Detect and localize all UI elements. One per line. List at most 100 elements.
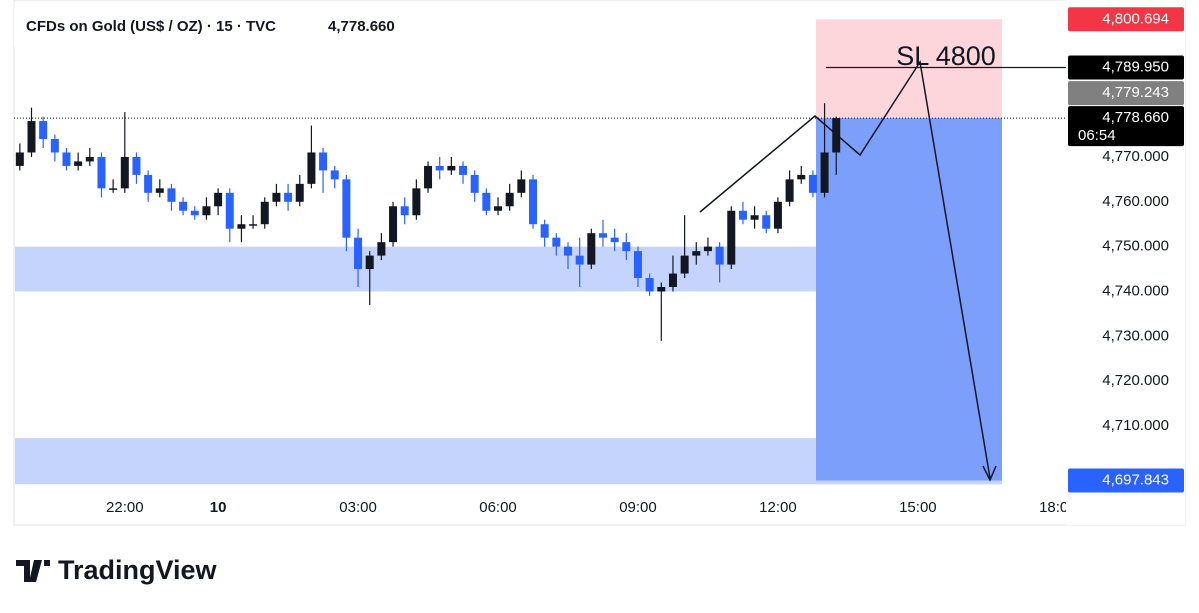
chart-title: CFDs on Gold (US$ / OZ) · 15 · TVC — [26, 18, 276, 35]
x-tick-label: 09:00 — [619, 499, 657, 516]
annotation: SL 4800 — [896, 41, 996, 71]
price-tag — [1068, 55, 1184, 80]
candle-body — [295, 183, 304, 202]
candle-body — [517, 179, 526, 193]
candle-body — [214, 192, 223, 207]
candle-body — [272, 192, 281, 202]
candle-body — [190, 210, 199, 216]
candle-body — [575, 255, 584, 265]
candle-body — [773, 201, 782, 229]
candle-body — [27, 121, 36, 153]
y-tick-label: 4,740.000 — [1102, 282, 1169, 299]
candle-body — [365, 255, 374, 270]
candle-body — [540, 224, 549, 238]
candle-body — [610, 237, 619, 243]
y-tick-label: 4,770.000 — [1102, 148, 1169, 165]
candle-body — [62, 152, 71, 166]
candle-body — [85, 156, 94, 162]
brand: TradingView — [58, 555, 218, 585]
candle-body — [633, 251, 642, 279]
candle-body — [74, 161, 83, 166]
y-tick-label: 4,730.000 — [1102, 327, 1169, 344]
candle-body — [668, 273, 677, 287]
candle-body — [598, 233, 607, 238]
candle-body — [260, 201, 269, 225]
candle-body — [435, 165, 444, 171]
price-tag-label: 4,778.660 — [1102, 109, 1169, 126]
drawing — [699, 59, 997, 482]
price-tag — [1068, 7, 1184, 32]
candle-body — [808, 174, 817, 193]
candle-body — [703, 246, 712, 252]
candle-body — [622, 242, 631, 252]
candle-body — [109, 188, 118, 190]
candle-body — [330, 170, 339, 180]
candle-body — [412, 188, 421, 216]
candle-body — [820, 152, 829, 193]
candle-body — [377, 242, 386, 256]
candle-body — [39, 121, 48, 140]
x-tick-label: 06:00 — [479, 499, 517, 516]
countdown: 06:54 — [1078, 127, 1116, 144]
stop-zone — [816, 19, 1002, 119]
candle-body — [692, 251, 701, 256]
candle-body — [563, 246, 572, 256]
y-tick-label: 4,720.000 — [1102, 372, 1169, 389]
candle-body — [552, 237, 561, 247]
y-tick-label: 4,760.000 — [1102, 193, 1169, 210]
candle-body — [237, 224, 246, 229]
candle-body — [179, 201, 188, 211]
candle-body — [144, 174, 153, 193]
candle-body — [738, 210, 747, 220]
price-tag — [1068, 106, 1184, 147]
candle-body — [494, 206, 503, 211]
candle-body — [400, 206, 409, 216]
candle-body — [284, 192, 293, 202]
candle-body — [319, 152, 328, 171]
candle-body — [354, 237, 363, 270]
candle-body — [225, 192, 234, 229]
candle-body — [797, 174, 806, 180]
candle-body — [307, 152, 316, 184]
candle-body — [155, 188, 164, 193]
price-tag-label: 4,789.950 — [1102, 58, 1169, 75]
candle-body — [529, 179, 538, 225]
x-tick-label: 10 — [210, 499, 227, 516]
x-tick-label: 22:00 — [106, 499, 144, 516]
candle-body — [785, 179, 794, 202]
x-tick-label: 03:00 — [339, 499, 377, 516]
candle-body — [715, 246, 724, 265]
y-tick-label: 4,750.000 — [1102, 238, 1169, 255]
candle-body — [727, 210, 736, 265]
candle-body — [750, 215, 759, 220]
candle-body — [249, 224, 258, 226]
candle-body — [424, 165, 433, 189]
price-tag — [1068, 81, 1184, 106]
candle-body — [97, 156, 106, 189]
y-tick-label: 4,710.000 — [1102, 417, 1169, 434]
axis-cover — [1066, 490, 1184, 524]
candle-body — [459, 165, 468, 175]
candle-body — [15, 152, 24, 166]
logo-icon — [16, 560, 50, 582]
arrow-head — [982, 465, 997, 482]
candle-body — [167, 188, 176, 202]
candle-body — [120, 156, 129, 189]
candle-body — [762, 215, 771, 229]
candle-body — [342, 179, 351, 238]
zigzag-path — [699, 59, 991, 479]
candle-body — [482, 192, 491, 211]
candle-body — [505, 192, 514, 207]
x-tick-label: 12:00 — [759, 499, 797, 516]
last-price: 4,778.660 — [328, 18, 395, 35]
x-tick-label: 15:00 — [899, 499, 937, 516]
candle-body — [470, 174, 479, 193]
candle-body — [447, 165, 456, 171]
candle-body — [587, 233, 596, 265]
price-tag — [1068, 468, 1184, 493]
title-bg — [14, 8, 434, 46]
price-tag-label: 4,779.243 — [1102, 84, 1169, 101]
candle-body — [50, 139, 59, 153]
candle-body — [645, 278, 654, 292]
